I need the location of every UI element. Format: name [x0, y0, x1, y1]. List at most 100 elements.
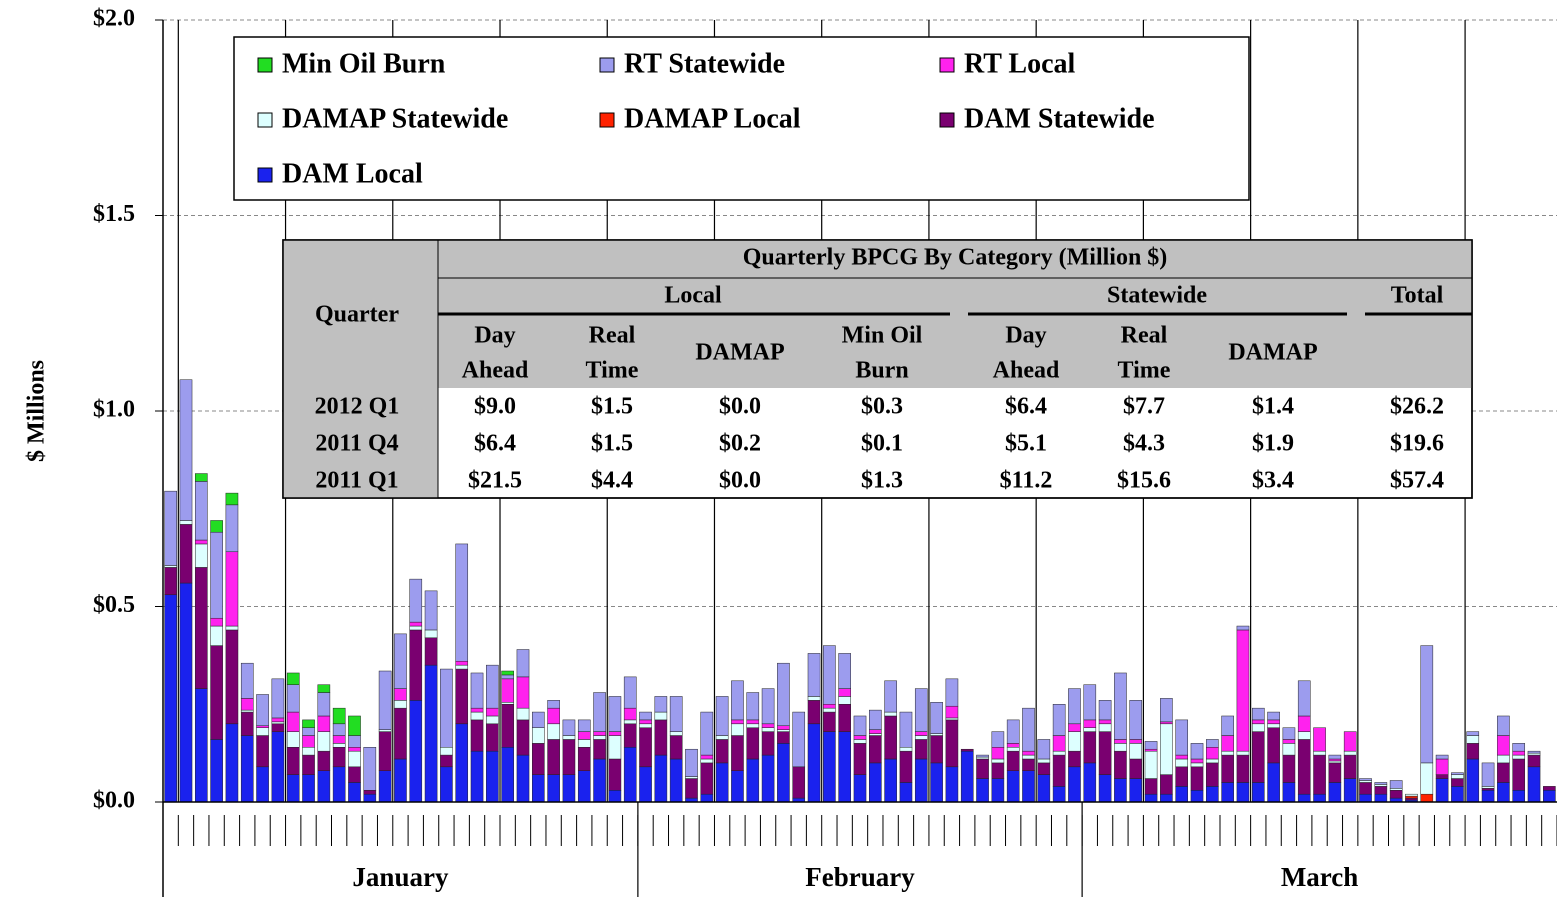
bar-segment: [363, 790, 377, 795]
bar-segment: [746, 758, 760, 803]
bar-segment: [286, 672, 300, 685]
table-corner: Quarter: [315, 302, 399, 328]
bar-segment: [286, 731, 300, 748]
bar-segment: [547, 739, 560, 775]
bar-segment: [240, 711, 254, 736]
bar-segment: [271, 678, 285, 719]
bar-segment: [914, 731, 928, 736]
bar-segment: [807, 696, 821, 701]
bar-segment: [669, 696, 683, 732]
bar-segment: [1175, 786, 1189, 803]
bar-segment: [1114, 672, 1127, 740]
bar-segment: [1175, 766, 1189, 787]
bar-segment: [194, 543, 208, 568]
bar-segment: [1190, 762, 1204, 768]
bar-segment: [1328, 758, 1342, 762]
bar-segment: [516, 676, 530, 709]
bar-segment: [746, 723, 760, 728]
bar-segment: [1374, 782, 1388, 785]
bar-segment: [332, 766, 346, 803]
bar-segment: [899, 711, 913, 748]
bar-segment: [1543, 786, 1556, 791]
bar-segment: [348, 715, 361, 736]
bar-segment: [1022, 758, 1035, 771]
bar-segment: [1267, 762, 1280, 803]
bar-segment: [394, 758, 407, 803]
bar-segment: [547, 774, 560, 803]
table-cell: 2011 Q1: [315, 468, 398, 494]
bar-segment: [1083, 727, 1097, 732]
bar-segment: [807, 653, 821, 697]
bar-segment: [409, 700, 423, 803]
month-label: March: [1281, 862, 1358, 892]
bar-segment: [1190, 743, 1204, 760]
bar-segment: [991, 778, 1005, 803]
bar-segment: [1405, 797, 1418, 801]
bar-segment: [914, 739, 928, 760]
legend-label: DAM Statewide: [964, 103, 1155, 134]
bar-segment: [210, 617, 223, 627]
bar-segment: [440, 668, 453, 748]
bar-segment: [179, 582, 193, 803]
bar-segment: [1129, 758, 1143, 779]
bar-segment: [1175, 719, 1189, 756]
bar-segment: [715, 696, 729, 736]
bar-segment: [914, 688, 928, 732]
bar-segment: [240, 735, 254, 803]
bar-segment: [302, 719, 315, 728]
bar-segment: [731, 735, 744, 771]
bar-segment: [1451, 786, 1464, 803]
bar-segment: [577, 719, 591, 732]
bar-segment: [654, 754, 668, 803]
bar-segment: [210, 531, 223, 619]
bar-segment: [486, 707, 499, 717]
bar-segment: [1037, 739, 1051, 760]
table-column-header: Day: [1005, 323, 1046, 349]
bar-segment: [700, 711, 714, 756]
bar-segment: [1343, 731, 1357, 752]
bar-segment: [164, 490, 177, 566]
bar-segment: [1236, 625, 1250, 631]
bar-segment: [1512, 743, 1526, 752]
table-cell: $4.4: [591, 468, 633, 494]
bar-segment: [1512, 790, 1526, 803]
bar-segment: [669, 731, 683, 736]
bar-segment: [639, 766, 652, 803]
bar-segment: [348, 747, 361, 752]
legend-swatch: [939, 112, 955, 128]
bar-segment: [470, 711, 484, 721]
bar-segment: [639, 711, 652, 721]
bar-segment: [1006, 750, 1020, 771]
bar-segment: [1037, 758, 1051, 764]
bar-segment: [562, 719, 576, 736]
table-group: Total: [1391, 283, 1444, 309]
y-tick-label: $1.0: [93, 397, 135, 423]
bar-segment: [1144, 793, 1158, 803]
bar-segment: [409, 625, 423, 631]
bar-segment: [1144, 741, 1158, 750]
bar-segment: [1052, 735, 1066, 752]
table-cell: $11.2: [1000, 468, 1053, 494]
bar-segment: [332, 743, 346, 748]
bar-segment: [501, 670, 514, 676]
bar-segment: [884, 715, 897, 760]
bar-segment: [286, 747, 300, 775]
table-cell: $57.4: [1390, 468, 1444, 494]
bar-segment: [302, 747, 315, 756]
table-cell: $1.5: [591, 431, 633, 457]
bar-segment: [531, 774, 545, 803]
bar-segment: [501, 674, 514, 680]
bar-segment: [440, 754, 453, 768]
bar-segment: [1267, 719, 1280, 725]
bar-segment: [179, 524, 193, 584]
bar-segment: [960, 748, 974, 752]
bar-segment: [777, 729, 790, 732]
bar-segment: [1037, 774, 1051, 803]
bar-segment: [623, 747, 637, 803]
bar-segment: [823, 704, 836, 709]
bar-segment: [1144, 750, 1158, 779]
bar-segment: [256, 725, 269, 728]
bar-segment: [302, 774, 315, 803]
bar-segment: [1313, 727, 1326, 752]
bar-segment: [455, 723, 469, 803]
